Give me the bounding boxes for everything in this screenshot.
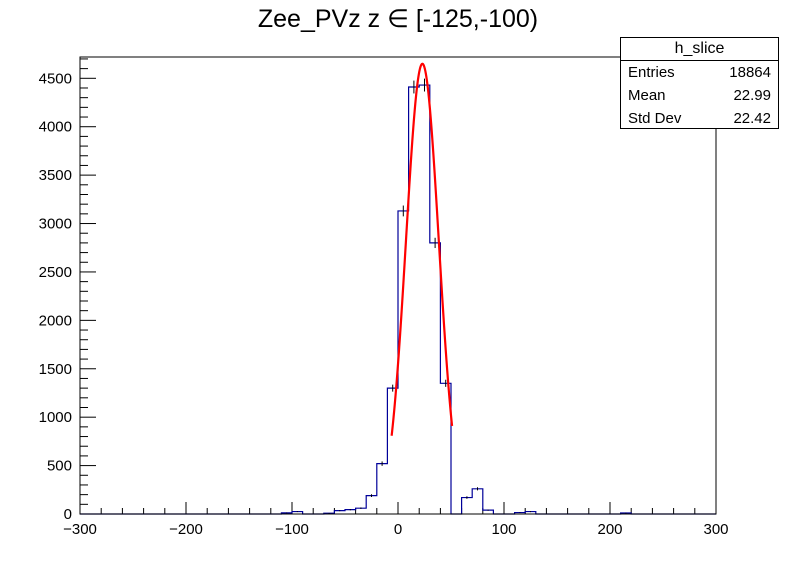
y-tick-label: 2500 [39,264,72,281]
stats-row-stddev: Std Dev 22.42 [621,107,778,130]
x-tick-label: −300 [63,521,97,538]
x-tick-label: 0 [394,521,402,538]
stats-label: Mean [628,87,666,104]
stats-value: 22.99 [733,87,771,104]
x-tick-label: 200 [597,521,622,538]
stats-label: Std Dev [628,110,682,127]
y-tick-label: 3500 [39,167,72,184]
y-tick-label: 0 [64,506,72,523]
plot-frame [79,56,717,515]
x-tick-label: −100 [275,521,309,538]
stats-label: Entries [628,64,675,81]
y-tick-label: 4000 [39,119,72,136]
chart-title: Zee_PVz z ∈ [-125,-100) [257,5,539,33]
x-tick-label: 100 [491,521,516,538]
y-tick-label: 1000 [39,409,72,426]
stats-box-name: h_slice [621,38,778,61]
y-tick-label: 500 [47,458,72,475]
stats-box: h_slice Entries 18864 Mean 22.99 Std Dev… [620,37,779,129]
x-tick-label: −200 [169,521,203,538]
gaussian-fit-curve [390,62,454,436]
y-tick-label: 1500 [39,361,72,378]
y-tick-label: 4500 [39,70,72,87]
stats-row-mean: Mean 22.99 [621,84,778,107]
y-tick-label: 3000 [39,216,72,233]
histogram-outline [80,84,716,515]
stats-row-entries: Entries 18864 [621,61,778,84]
y-tick-label: 2000 [39,312,72,329]
stats-value: 18864 [729,64,771,81]
stats-value: 22.42 [733,110,771,127]
x-tick-label: 300 [703,521,728,538]
